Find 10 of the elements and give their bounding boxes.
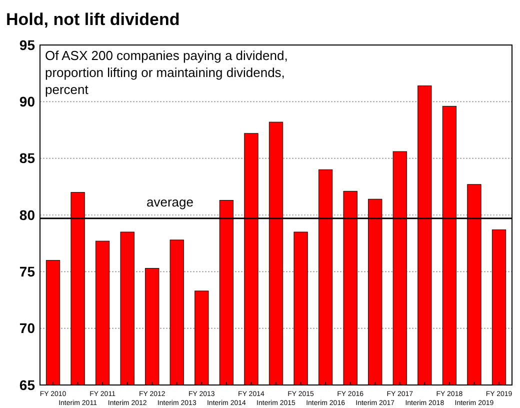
y-tick-label: 75 xyxy=(19,264,36,280)
chart-title: Hold, not lift dividend xyxy=(6,10,180,29)
y-tick-label: 70 xyxy=(19,320,36,336)
ref-line-label: average xyxy=(146,194,194,210)
y-tick-label: 90 xyxy=(19,94,36,110)
text: Of ASX 200 companies paying a dividend, proportion lifting or maintaining dividends, percent xyxy=(45,48,288,97)
y-tick-label: 80 xyxy=(19,206,36,223)
y-tick-label: 85 xyxy=(19,150,36,166)
y-tick-label: 95 xyxy=(19,36,36,53)
y-tick-label: 65 xyxy=(19,376,36,393)
